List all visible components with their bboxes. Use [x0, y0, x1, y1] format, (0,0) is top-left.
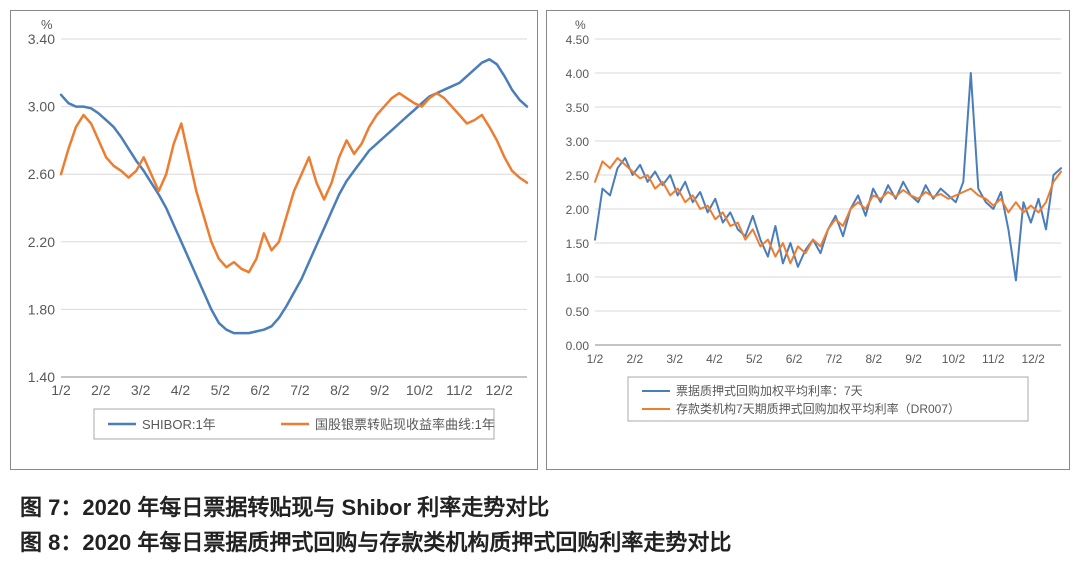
svg-text:9/2: 9/2: [370, 382, 390, 398]
chart-left-box: %1.401.802.202.603.003.401/22/23/24/25/2…: [10, 10, 538, 470]
svg-text:12/2: 12/2: [485, 382, 512, 398]
svg-text:%: %: [41, 17, 53, 32]
svg-text:5/2: 5/2: [211, 382, 231, 398]
svg-text:6/2: 6/2: [786, 352, 803, 366]
svg-text:11/2: 11/2: [982, 352, 1005, 366]
captions: 图 7：2020 年每日票据转贴现与 Shibor 利率走势对比 图 8：202…: [10, 490, 1080, 560]
chart-right-svg: % 0.00 0.50 1.00 1.50 2.00 2.50 3.00 3.50 4.00 4.5…: [547, 11, 1071, 471]
charts-row: %1.401.802.202.603.003.401/22/23/24/25/2…: [10, 10, 1080, 470]
svg-text:2/2: 2/2: [626, 352, 643, 366]
svg-text:3/2: 3/2: [131, 382, 151, 398]
svg-text:12/2: 12/2: [1021, 352, 1045, 366]
svg-text:5/2: 5/2: [746, 352, 763, 366]
svg-text:1.00: 1.00: [566, 271, 590, 285]
svg-text:7/2: 7/2: [826, 352, 843, 366]
svg-text:国股银票转贴现收益率曲线:1年: 国股银票转贴现收益率曲线:1年: [315, 417, 495, 432]
svg-text:2.50: 2.50: [566, 169, 590, 183]
svg-text:4/2: 4/2: [171, 382, 191, 398]
svg-text:3/2: 3/2: [666, 352, 683, 366]
svg-text:3.50: 3.50: [566, 101, 590, 115]
svg-text:存款类机构7天期质押式回购加权平均利率（DR007）: 存款类机构7天期质押式回购加权平均利率（DR007）: [676, 401, 960, 416]
svg-text:2.60: 2.60: [28, 166, 55, 182]
caption-left: 图 7：2020 年每日票据转贴现与 Shibor 利率走势对比: [20, 490, 1080, 525]
svg-text:4.50: 4.50: [566, 33, 590, 47]
svg-text:2.00: 2.00: [566, 203, 590, 217]
svg-text:1/2: 1/2: [51, 382, 71, 398]
svg-text:4/2: 4/2: [706, 352, 723, 366]
svg-text:1/2: 1/2: [587, 352, 604, 366]
svg-text:9/2: 9/2: [905, 352, 922, 366]
svg-text:7/2: 7/2: [290, 382, 310, 398]
svg-text:3.00: 3.00: [28, 99, 55, 115]
svg-text:1.80: 1.80: [28, 301, 55, 317]
svg-text:%: %: [575, 18, 586, 32]
svg-text:6/2: 6/2: [250, 382, 270, 398]
svg-text:票据质押式回购加权平均利率：7天: 票据质押式回购加权平均利率：7天: [676, 383, 863, 398]
svg-text:2/2: 2/2: [91, 382, 111, 398]
svg-text:4.00: 4.00: [566, 67, 590, 81]
svg-text:8/2: 8/2: [330, 382, 350, 398]
svg-text:1.50: 1.50: [566, 237, 590, 251]
chart-left-svg: %1.401.802.202.603.003.401/22/23/24/25/2…: [11, 11, 539, 471]
svg-text:10/2: 10/2: [406, 382, 433, 398]
svg-text:8/2: 8/2: [865, 352, 882, 366]
svg-text:0.50: 0.50: [566, 305, 590, 319]
svg-text:2.20: 2.20: [28, 234, 55, 250]
chart-right-box: % 0.00 0.50 1.00 1.50 2.00 2.50 3.00 3.50 4.00 4.5…: [546, 10, 1070, 470]
svg-text:3.40: 3.40: [28, 31, 55, 47]
svg-text:10/2: 10/2: [942, 352, 966, 366]
figure-container: %1.401.802.202.603.003.401/22/23/24/25/2…: [10, 10, 1080, 560]
svg-text:3.00: 3.00: [566, 135, 590, 149]
svg-text:SHIBOR:1年: SHIBOR:1年: [142, 417, 216, 432]
svg-text:0.00: 0.00: [566, 339, 590, 353]
caption-right: 图 8：2020 年每日票据质押式回购与存款类机构质押式回购利率走势对比: [20, 525, 1080, 560]
svg-text:11/2: 11/2: [446, 382, 472, 398]
